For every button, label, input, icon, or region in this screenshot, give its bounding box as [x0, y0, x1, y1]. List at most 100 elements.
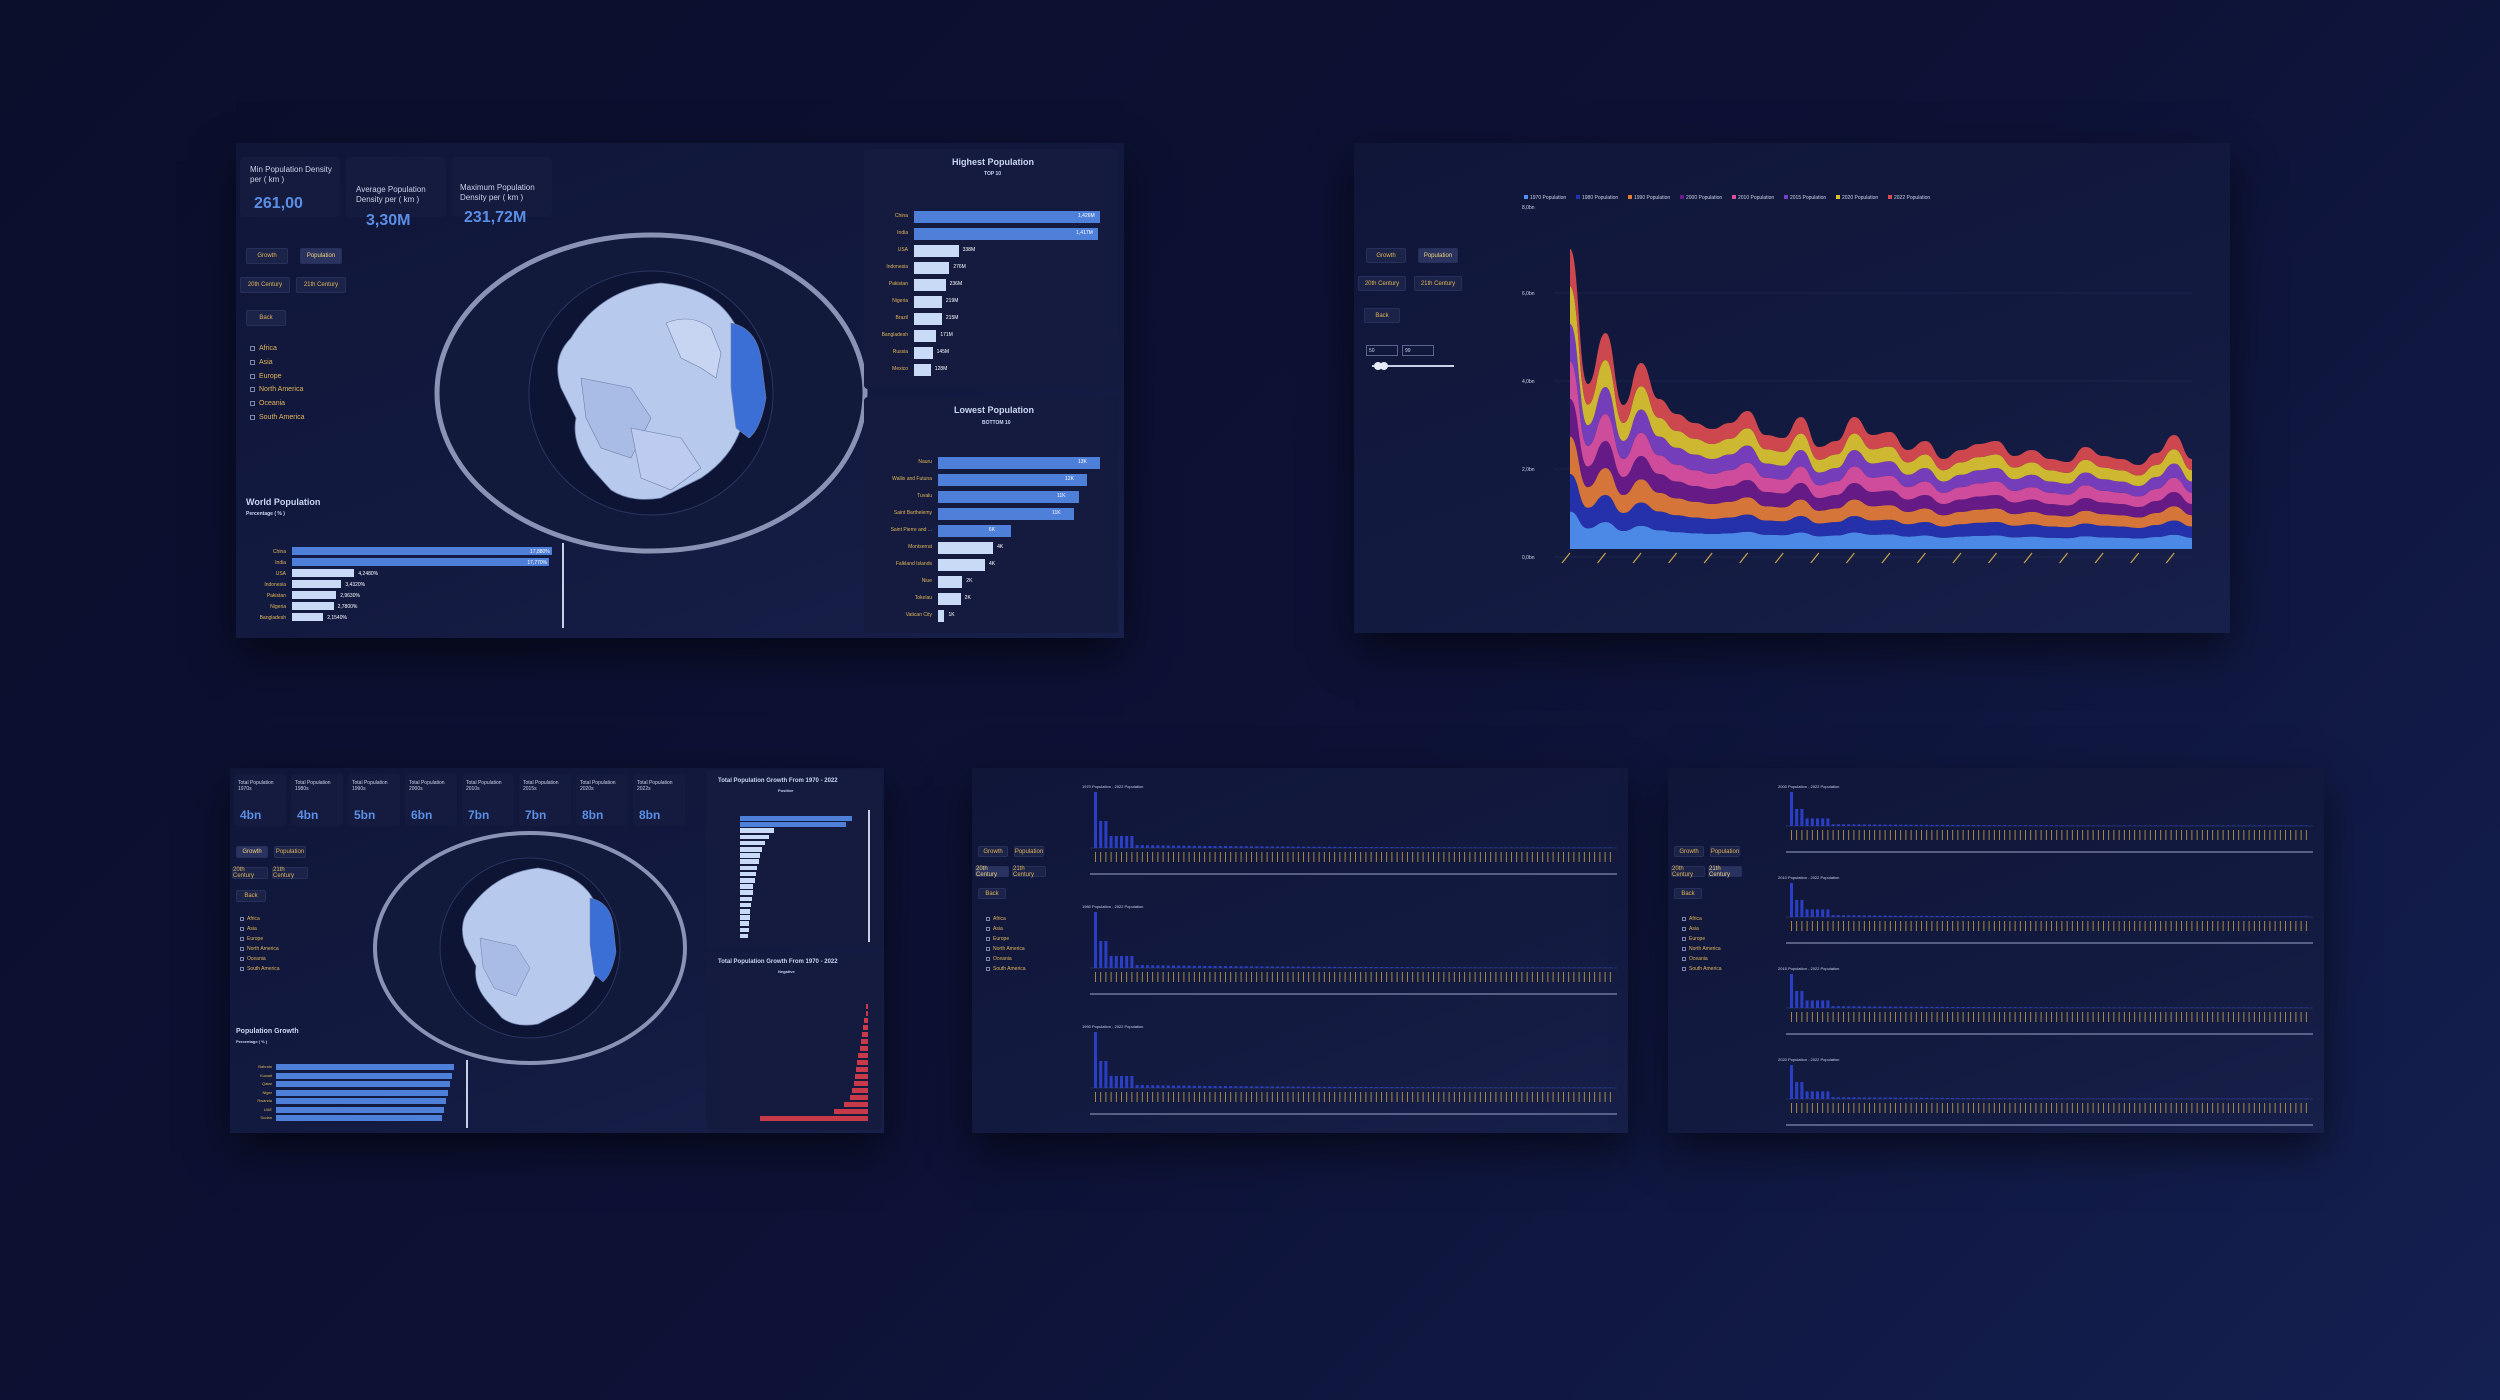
checkbox[interactable]: [1682, 967, 1686, 971]
continent-filter[interactable]: South America: [1682, 966, 1722, 972]
bar: [1525, 1087, 1529, 1088]
continent-label: North America: [993, 946, 1025, 952]
globe-map[interactable]: [431, 228, 871, 558]
range-slider-handle-max[interactable]: [1380, 362, 1388, 370]
20th-century-button[interactable]: 20th Century: [975, 866, 1009, 878]
range-slider-track[interactable]: [1372, 365, 1454, 367]
continent-filter[interactable]: South America: [986, 966, 1026, 972]
continent-filter[interactable]: Africa: [1682, 916, 1702, 922]
back-button[interactable]: Back: [246, 310, 286, 326]
kpi-label: Total Population 2022s: [637, 780, 673, 792]
bar: [938, 491, 1079, 503]
population-button[interactable]: Population: [274, 846, 306, 858]
back-button[interactable]: Back: [1674, 888, 1702, 899]
checkbox[interactable]: [250, 415, 255, 420]
checkbox[interactable]: [1682, 937, 1686, 941]
kpi-card: Total Population 2022s 8bn: [633, 774, 685, 826]
population-button[interactable]: Population: [1014, 846, 1044, 857]
bar-label: Falkland Islands: [895, 561, 932, 567]
bar: [2190, 1098, 2194, 1099]
checkbox[interactable]: [986, 947, 990, 951]
20th-century-button[interactable]: 20th Century: [1358, 276, 1406, 291]
continent-filter-africa[interactable]: Africa: [250, 345, 277, 352]
continent-filter-asia[interactable]: Asia: [250, 359, 273, 366]
continent-filter[interactable]: Asia: [986, 926, 1003, 932]
world-chart-scrollbar[interactable]: [562, 543, 564, 628]
bar: [1343, 1086, 1347, 1088]
continent-filter[interactable]: Oceania: [986, 956, 1012, 962]
checkbox[interactable]: [986, 917, 990, 921]
continent-filter[interactable]: Europe: [986, 936, 1009, 942]
bar: [914, 347, 933, 359]
bar: [1878, 824, 1882, 826]
x-tick-mark: [1632, 552, 1642, 564]
continent-filter[interactable]: Asia: [1682, 926, 1699, 932]
continent-filter[interactable]: Africa: [240, 916, 260, 922]
bar: [2221, 1007, 2225, 1008]
checkbox[interactable]: [1682, 917, 1686, 921]
continent-filter[interactable]: Africa: [986, 916, 1006, 922]
growth-button[interactable]: Growth: [978, 846, 1008, 857]
checkbox[interactable]: [240, 967, 244, 971]
21th-century-button[interactable]: 21th Century: [1708, 866, 1742, 878]
continent-filter-oceania[interactable]: Oceania: [250, 400, 285, 407]
checkbox[interactable]: [986, 967, 990, 971]
checkbox[interactable]: [1682, 927, 1686, 931]
continent-filter[interactable]: South America: [240, 966, 280, 972]
bar: [1862, 824, 1866, 826]
21th-century-button[interactable]: 21th Century: [1012, 866, 1046, 878]
checkbox[interactable]: [240, 957, 244, 961]
checkbox[interactable]: [1682, 957, 1686, 961]
20th-century-button[interactable]: 20th Century: [232, 867, 268, 879]
continent-filter-europe[interactable]: Europe: [250, 373, 282, 380]
checkbox[interactable]: [986, 957, 990, 961]
checkbox[interactable]: [1682, 947, 1686, 951]
checkbox[interactable]: [986, 937, 990, 941]
bar: [1177, 1085, 1181, 1088]
continent-filter[interactable]: North America: [240, 946, 279, 952]
continent-filter[interactable]: Europe: [1682, 936, 1705, 942]
continent-filter-north-america[interactable]: North America: [250, 386, 303, 393]
population-button[interactable]: Population: [1418, 248, 1458, 263]
continent-filter[interactable]: North America: [986, 946, 1025, 952]
back-button[interactable]: Back: [1364, 308, 1400, 323]
continent-filter[interactable]: Oceania: [240, 956, 266, 962]
growth-button[interactable]: Growth: [1674, 846, 1704, 857]
range-slider-handle-min[interactable]: [1374, 362, 1382, 370]
checkbox[interactable]: [250, 346, 255, 351]
chart-title: 2015 Population - 2022 Population: [1778, 966, 1839, 971]
checkbox[interactable]: [240, 927, 244, 931]
checkbox[interactable]: [986, 927, 990, 931]
back-button[interactable]: Back: [236, 890, 266, 902]
21th-century-button[interactable]: 21th Century: [272, 867, 308, 879]
bar: [1920, 824, 1923, 826]
checkbox[interactable]: [250, 401, 255, 406]
checkbox[interactable]: [240, 947, 244, 951]
20th-century-button[interactable]: 20th Century: [240, 277, 290, 293]
checkbox[interactable]: [240, 917, 244, 921]
continent-filter[interactable]: Europe: [240, 936, 263, 942]
20th-century-button[interactable]: 20th Century: [1671, 866, 1705, 878]
checkbox[interactable]: [250, 387, 255, 392]
growth-button[interactable]: Growth: [236, 846, 268, 858]
checkbox[interactable]: [250, 360, 255, 365]
globe-map[interactable]: [370, 828, 690, 1068]
bar: [1536, 1087, 1539, 1088]
bar: [1998, 825, 2001, 826]
21th-century-button[interactable]: 21th Century: [296, 277, 346, 293]
growth-button[interactable]: Growth: [1366, 248, 1406, 263]
slider-min-input[interactable]: 50: [1366, 345, 1398, 356]
continent-filter-south-america[interactable]: South America: [250, 414, 305, 421]
slider-max-input[interactable]: 99: [1402, 345, 1434, 356]
back-button[interactable]: Back: [978, 888, 1006, 899]
continent-filter[interactable]: North America: [1682, 946, 1721, 952]
kpi-value: 7bn: [468, 808, 490, 822]
continent-filter[interactable]: Oceania: [1682, 956, 1708, 962]
growth-button[interactable]: Growth: [246, 248, 288, 264]
population-button[interactable]: Population: [1710, 846, 1740, 857]
population-button[interactable]: Population: [300, 248, 342, 264]
checkbox[interactable]: [240, 937, 244, 941]
21th-century-button[interactable]: 21th Century: [1414, 276, 1462, 291]
continent-filter[interactable]: Asia: [240, 926, 257, 932]
checkbox[interactable]: [250, 374, 255, 379]
